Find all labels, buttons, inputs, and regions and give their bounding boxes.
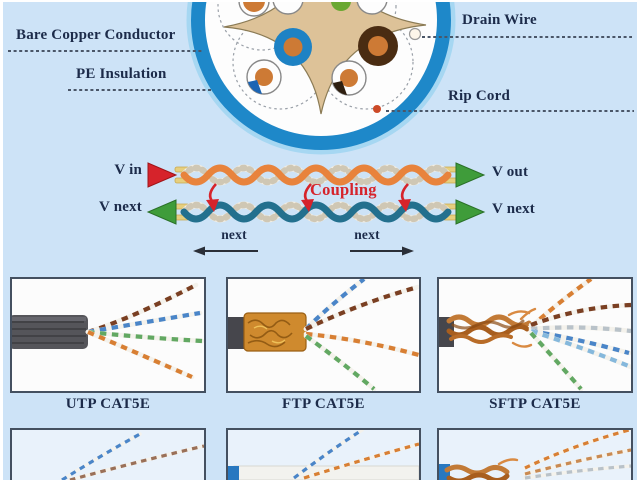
next-left-label: next xyxy=(221,227,247,242)
sftp-pairs xyxy=(528,279,631,391)
next-direction-arrows xyxy=(193,246,414,256)
foil-texture xyxy=(247,319,293,348)
crosstalk-coupling-diagram xyxy=(146,162,486,256)
teal-twisted-pair xyxy=(180,201,452,223)
wire-pairs xyxy=(238,0,398,96)
label-leader-lines xyxy=(8,36,634,112)
drain-wire-dot xyxy=(408,27,422,41)
sftp-cable-photo xyxy=(439,279,631,391)
v-next-left-label: V next xyxy=(98,199,142,215)
left-frame-edge xyxy=(0,0,3,480)
ftp-cat5e-label: FTP CAT5E xyxy=(282,396,365,412)
bottom-middle-cable-panel xyxy=(226,428,421,480)
rip-cord-label: Rip Cord xyxy=(448,88,511,104)
bottom-right-cable-photo xyxy=(439,430,631,480)
bottom-right-cable-panel xyxy=(437,428,633,480)
v-next-right-green-arrow-icon xyxy=(455,199,486,225)
ftp-pairs xyxy=(303,279,419,391)
copper-braid xyxy=(446,307,537,348)
v-next-right-label: V next xyxy=(492,201,536,217)
coupling-label: Coupling xyxy=(310,180,377,199)
top-frame-edge xyxy=(0,0,640,2)
next-right-label: next xyxy=(354,227,380,242)
utp-pairs xyxy=(85,282,204,380)
utp-cat5e-panel xyxy=(10,277,206,393)
bottom-left-cable-panel xyxy=(10,428,206,480)
drain-wire-label: Drain Wire xyxy=(462,12,537,28)
coupling-arrows xyxy=(206,183,411,212)
utp-cable-photo xyxy=(12,282,204,380)
rip-cord-dot xyxy=(373,105,381,113)
v-out-green-arrow-icon xyxy=(455,162,486,188)
pe-insulation-label: PE Insulation xyxy=(76,66,167,82)
v-next-left-green-arrow-icon xyxy=(146,199,177,225)
orange-twisted-pair xyxy=(180,164,452,186)
v-in-label: V in xyxy=(114,162,142,178)
ftp-cat5e-panel xyxy=(226,277,421,393)
ftp-cable-photo xyxy=(228,279,419,391)
right-frame-edge xyxy=(637,0,640,480)
bottom-left-cable-photo xyxy=(60,432,204,480)
bottom-middle-cable-photo xyxy=(228,430,419,480)
cable-cross-section-diagram xyxy=(8,0,634,155)
utp-cat5e-label: UTP CAT5E xyxy=(65,396,151,412)
sftp-cat5e-label: SFTP CAT5E xyxy=(489,396,581,412)
bare-copper-conductor-label: Bare Copper Conductor xyxy=(16,27,176,43)
sftp-cat5e-panel xyxy=(437,277,633,393)
v-out-label: V out xyxy=(492,164,529,180)
v-in-red-arrow-icon xyxy=(147,162,178,188)
bottom-copper-braid xyxy=(444,458,519,480)
